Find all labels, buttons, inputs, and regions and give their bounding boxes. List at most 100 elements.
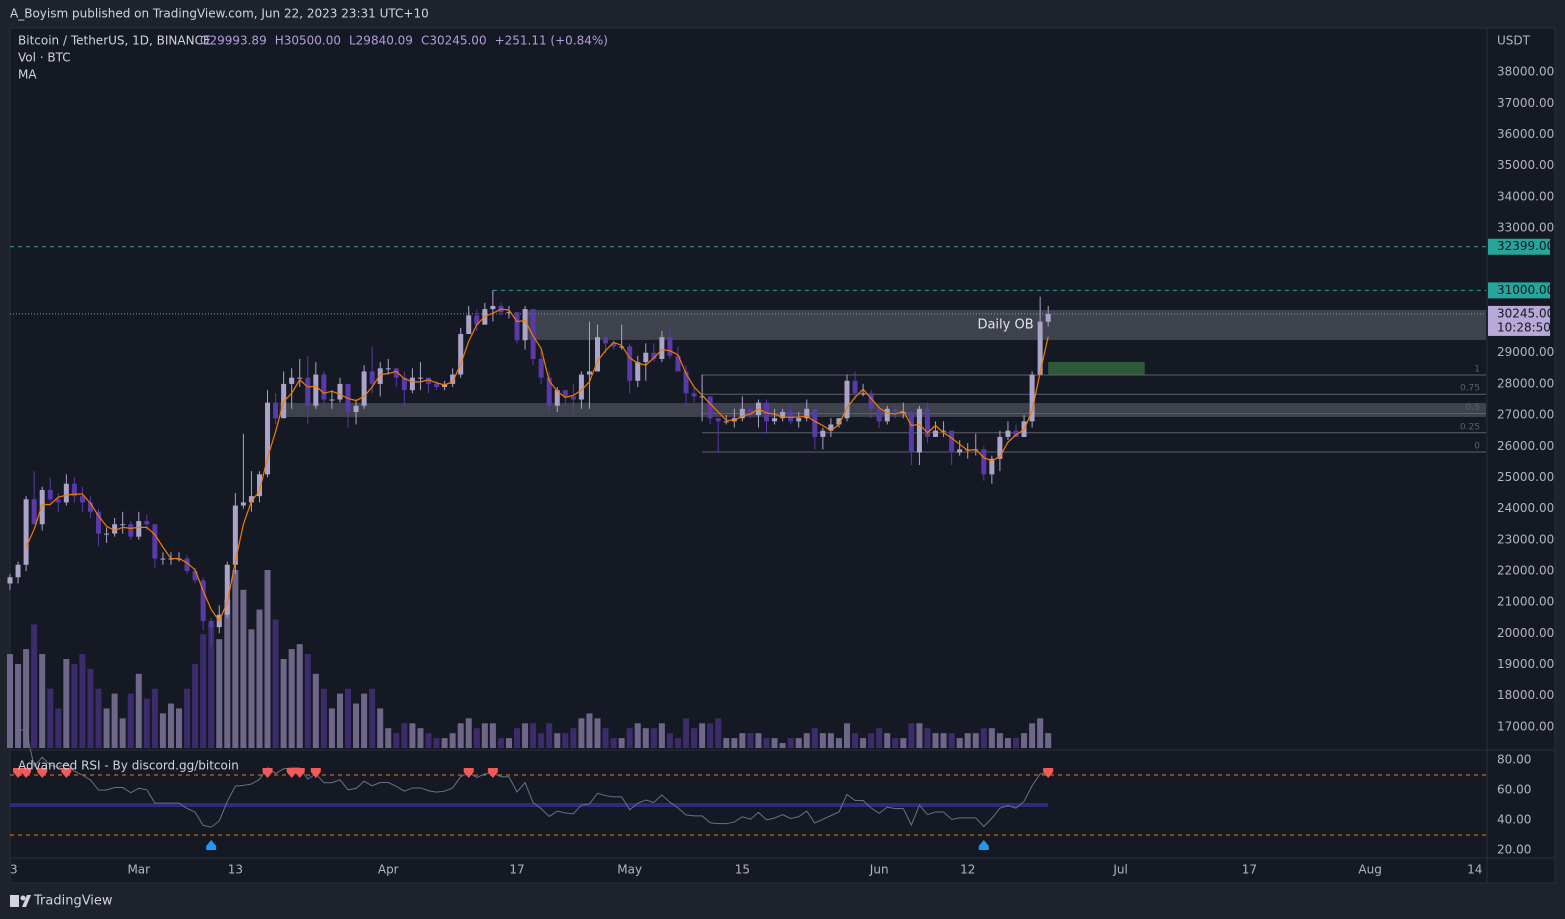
volume-bar <box>578 718 585 748</box>
y-tick-label: 29000.00 <box>1497 345 1554 359</box>
candle-body <box>184 558 190 572</box>
rsi-tick-label: 60.00 <box>1497 783 1531 797</box>
volume-bar <box>779 743 786 748</box>
legend-value: L29840.09 <box>349 34 413 48</box>
x-tick-label: May <box>617 863 642 877</box>
candle-body <box>353 405 359 412</box>
volume-bar <box>497 738 504 748</box>
legend-value: H30500.00 <box>275 34 341 48</box>
candle-body <box>635 362 641 381</box>
x-tick-label: 13 <box>228 863 243 877</box>
x-tick-label: 17 <box>1242 863 1257 877</box>
y-tick-label: 34000.00 <box>1497 189 1554 203</box>
volume-bar <box>441 738 448 748</box>
candle-body <box>747 408 753 416</box>
candle-body <box>104 533 110 535</box>
candle-body <box>55 499 61 503</box>
volume-bar <box>562 733 569 748</box>
volume-bar <box>377 708 384 748</box>
candle-body <box>860 393 866 395</box>
x-tick-label: 14 <box>1467 863 1482 877</box>
zone <box>525 309 1486 340</box>
candle-body <box>723 421 729 423</box>
rsi-oversold-marker <box>206 840 217 850</box>
volume-bar <box>739 733 746 748</box>
rsi-overbought-marker <box>262 768 273 778</box>
volume-bar <box>320 688 327 748</box>
volume-bar <box>55 708 62 748</box>
volume-bar <box>908 723 915 748</box>
footer-brand[interactable]: TradingView <box>33 894 113 909</box>
candle-body <box>570 396 576 400</box>
volume-bar <box>15 663 22 748</box>
volume-bar <box>256 609 263 748</box>
candle-body <box>152 524 158 559</box>
candle-body <box>933 430 939 437</box>
candle-body <box>31 499 37 525</box>
candle-body <box>273 402 279 419</box>
volume-bar <box>296 644 303 748</box>
rsi-tick-label: 40.00 <box>1497 813 1531 827</box>
rsi-oversold-marker <box>978 840 989 850</box>
volume-bar <box>127 693 134 748</box>
candle-body <box>876 408 882 422</box>
y-tick-label: 20000.00 <box>1497 626 1554 640</box>
volume-bar <box>884 733 891 748</box>
volume-bar <box>747 733 754 748</box>
candle-body <box>232 505 238 565</box>
volume-bar <box>505 738 512 748</box>
volume-bar <box>184 688 191 748</box>
fib-label: 0 <box>1474 441 1480 451</box>
volume-bar <box>795 738 802 748</box>
candle-body <box>385 368 391 370</box>
candle-body <box>844 380 850 419</box>
rsi-overbought-marker <box>286 768 297 778</box>
candle-body <box>297 377 303 379</box>
volume-bar <box>610 738 617 748</box>
candle-body <box>15 564 21 578</box>
candle-body <box>240 502 246 506</box>
y-tick-label: 22000.00 <box>1497 564 1554 578</box>
volume-bar <box>642 728 649 748</box>
volume-bar <box>401 723 408 748</box>
volume-bar <box>176 708 183 748</box>
candle-body <box>546 377 552 406</box>
volume-bar <box>151 688 158 748</box>
candle-body <box>892 408 898 412</box>
candle-body <box>804 408 810 419</box>
volume-bar <box>417 728 424 748</box>
volume-bar <box>489 723 496 748</box>
volume-bar <box>103 708 110 748</box>
volume-bar <box>852 733 859 748</box>
volume-bar <box>554 733 561 748</box>
candle-body <box>667 337 673 356</box>
fib-label: 0.75 <box>1460 384 1480 394</box>
volume-bar <box>1029 723 1036 748</box>
volume-bar <box>956 738 963 748</box>
candle-body <box>916 408 922 453</box>
volume-bar <box>353 703 360 748</box>
candle-body <box>136 521 142 537</box>
volume-bar <box>843 723 850 748</box>
volume-bar <box>522 723 529 748</box>
volume-bar <box>634 723 641 748</box>
candle-body <box>120 524 126 526</box>
candle-body <box>643 352 649 363</box>
x-tick-label: Aug <box>1358 863 1381 877</box>
candle-body <box>530 309 536 359</box>
candle-body <box>707 396 713 419</box>
volume-bar <box>232 570 239 748</box>
candle-body <box>764 402 770 422</box>
candle-body <box>522 309 528 341</box>
volume-bar <box>827 733 834 748</box>
volume-bar <box>224 599 231 748</box>
legend-value: +251.11 (+0.84%) <box>495 34 608 48</box>
candle-body <box>603 337 609 344</box>
candle-body <box>63 483 69 503</box>
axis-unit: USDT <box>1497 34 1531 48</box>
chart-area <box>9 27 1556 884</box>
legend-value: O29993.89 <box>200 34 267 48</box>
volume-bar <box>63 659 70 748</box>
candle-body <box>683 371 689 394</box>
x-tick-label: Mar <box>127 863 150 877</box>
